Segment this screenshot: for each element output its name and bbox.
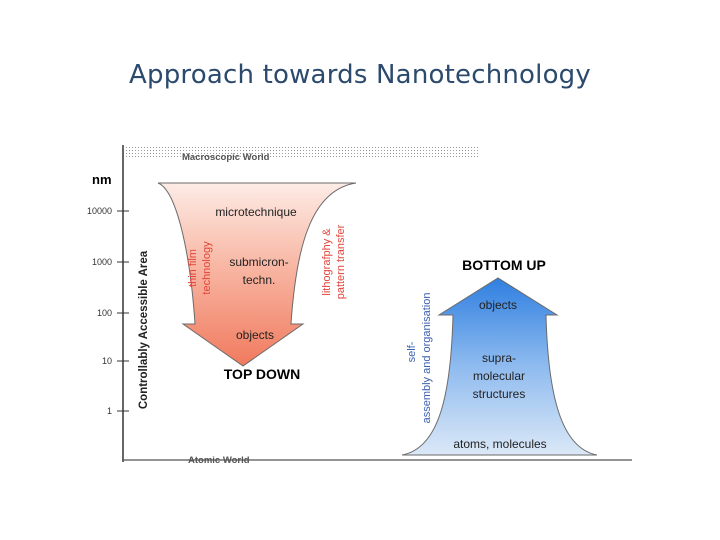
thin-film-line-1: thin film xyxy=(187,249,199,287)
lithography-line-2: pattern transfer xyxy=(335,224,347,299)
top-down-stage-submicron: submicron- xyxy=(229,255,288,269)
tick-label-10: 10 xyxy=(102,356,112,366)
top-down-title: TOP DOWN xyxy=(224,366,301,382)
tick-label-1000: 1000 xyxy=(92,257,112,267)
bottom-up-title: BOTTOM UP xyxy=(462,257,546,273)
top-down-stage-techn: techn. xyxy=(243,273,276,287)
self-assembly-line-1: self- xyxy=(406,341,418,362)
tick-marks xyxy=(117,210,129,412)
top-down-stage-microtechnique: microtechnique xyxy=(215,205,297,219)
atomic-world-label: Atomic World xyxy=(188,455,250,466)
tick-label-100: 100 xyxy=(97,308,112,318)
bottom-up-stage-atoms: atoms, molecules xyxy=(453,437,546,451)
axis-label: Controllably Accessible Area xyxy=(138,250,150,409)
unit-label: nm xyxy=(92,172,112,187)
top-down-funnel xyxy=(157,182,357,367)
bottom-up-stage-molecular: molecular xyxy=(473,369,525,383)
macroscopic-band xyxy=(124,145,480,159)
lithography-label: lithografphy & pattern transfer xyxy=(321,224,347,299)
self-assembly-label: self- assembly and organisation xyxy=(406,293,433,424)
thin-film-line-2: technology xyxy=(201,241,213,295)
bottom-up-stage-supra: supra- xyxy=(482,351,516,365)
self-assembly-line-2: assembly and organisation xyxy=(421,293,433,424)
tick-label-10000: 10000 xyxy=(87,206,112,216)
lithography-line-1: lithografphy & xyxy=(321,228,333,296)
bottom-up-funnel xyxy=(401,277,598,456)
slide-title: Approach towards Nanotechnology xyxy=(129,60,591,90)
macroscopic-world-label: Macroscopic World xyxy=(182,152,270,163)
thin-film-label: thin film technology xyxy=(187,241,213,295)
bottom-up-stage-objects: objects xyxy=(479,298,517,312)
bottom-up-stage-structures: structures xyxy=(473,387,526,401)
tick-label-1: 1 xyxy=(107,406,112,416)
top-down-stage-objects: objects xyxy=(236,328,274,342)
